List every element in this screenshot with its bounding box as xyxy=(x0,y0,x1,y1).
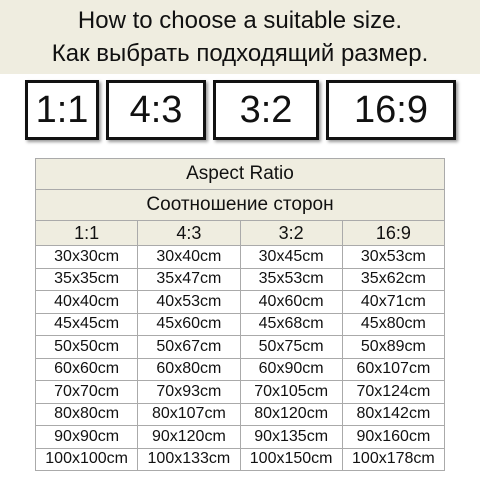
table-cell: 45x45cm xyxy=(34,312,139,336)
table-cell: 60x60cm xyxy=(34,357,139,381)
table-cell: 60x90cm xyxy=(239,357,343,381)
table-cell: 70x93cm xyxy=(137,380,241,404)
table-cell: 100x150cm xyxy=(239,447,343,471)
column-header: 3:2 xyxy=(239,220,343,246)
table-row: 90x90cm 90x120cm 90x135cm 90x160cm xyxy=(34,425,446,449)
table-cell: 80x107cm xyxy=(137,402,241,426)
ratio-box: 1:1 xyxy=(25,80,99,140)
table-cell: 45x60cm xyxy=(137,312,241,336)
table-cell: 30x53cm xyxy=(341,245,446,269)
table-cell: 40x53cm xyxy=(137,290,241,314)
header-line: How to choose a suitable size. xyxy=(77,7,403,34)
table-cell: 100x100cm xyxy=(34,447,139,471)
table-cell: 30x45cm xyxy=(239,245,343,269)
table-cell: 35x62cm xyxy=(341,267,446,291)
table-row: 60x60cm 60x80cm 60x90cm 60x107cm xyxy=(34,357,446,381)
table-cell: 70x124cm xyxy=(341,380,446,404)
table-row: 35x35cm 35x47cm 35x53cm 35x62cm xyxy=(34,267,446,291)
table-cell: 90x160cm xyxy=(341,425,446,449)
table-cell: 60x80cm xyxy=(137,357,241,381)
table-cell: 90x90cm xyxy=(34,425,139,449)
table-cell: 80x80cm xyxy=(34,402,139,426)
table-cell: 40x40cm xyxy=(34,290,139,314)
title-row: Соотношение сторон xyxy=(35,189,445,221)
table-cell: 35x53cm xyxy=(239,267,343,291)
table-cell: 80x142cm xyxy=(341,402,446,426)
column-header: 1:1 xyxy=(34,220,139,246)
table-cell: 45x80cm xyxy=(341,312,446,336)
column-header: 16:9 xyxy=(341,220,446,246)
table-cell: 35x35cm xyxy=(34,267,139,291)
table-cell: 45x68cm xyxy=(239,312,343,336)
table-cell: 60x107cm xyxy=(341,357,446,381)
table-cell: 50x67cm xyxy=(137,335,241,359)
table-body: Aspect Ratio Соотношение сторон 1:1 4:3 3:2 1… xyxy=(34,158,446,471)
table-cell: 40x71cm xyxy=(341,290,446,314)
table-title: Aspect Ratio xyxy=(35,158,445,190)
title-row: Aspect Ratio xyxy=(35,158,445,190)
table-cell: 70x105cm xyxy=(239,380,343,404)
table-row: 45x45cm 45x60cm 45x68cm 45x80cm xyxy=(34,312,446,336)
table-cell: 100x178cm xyxy=(341,447,446,471)
header-row: 1:1 4:3 3:2 16:9 xyxy=(34,220,446,246)
table-cell: 80x120cm xyxy=(239,402,343,426)
header-line: Как выбрать подходящий размер. xyxy=(51,40,429,67)
column-header: 4:3 xyxy=(137,220,241,246)
table-cell: 100x133cm xyxy=(137,447,241,471)
ratio-box: 4:3 xyxy=(106,80,206,140)
table-row: 50x50cm 50x67cm 50x75cm 50x89cm xyxy=(34,335,446,359)
table-row: 30x30cm 30x40cm 30x45cm 30x53cm xyxy=(34,245,446,269)
table-cell: 30x40cm xyxy=(137,245,241,269)
table-row: 80x80cm 80x107cm 80x120cm 80x142cm xyxy=(34,402,446,426)
table-cell: 35x47cm xyxy=(137,267,241,291)
table-row: 100x100cm 100x133cm 100x150cm 100x178cm xyxy=(34,447,446,471)
table-cell: 90x135cm xyxy=(239,425,343,449)
table-cell: 90x120cm xyxy=(137,425,241,449)
table-cell: 50x75cm xyxy=(239,335,343,359)
ratio-box: 3:2 xyxy=(213,80,319,140)
table-row: 40x40cm 40x53cm 40x60cm 40x71cm xyxy=(34,290,446,314)
table-row: 70x70cm 70x93cm 70x105cm 70x124cm xyxy=(34,380,446,404)
header-band: How to choose a suitable size. Как выбра… xyxy=(0,0,480,74)
table-title: Соотношение сторон xyxy=(35,189,445,221)
table-cell: 50x89cm xyxy=(341,335,446,359)
table-cell: 50x50cm xyxy=(34,335,139,359)
table-cell: 40x60cm xyxy=(239,290,343,314)
table-cell: 70x70cm xyxy=(34,380,139,404)
size-table: Aspect Ratio Соотношение сторон 1:1 4:3 3:2 1… xyxy=(34,158,446,471)
table-cell: 30x30cm xyxy=(34,245,139,269)
ratio-box: 16:9 xyxy=(326,80,456,140)
